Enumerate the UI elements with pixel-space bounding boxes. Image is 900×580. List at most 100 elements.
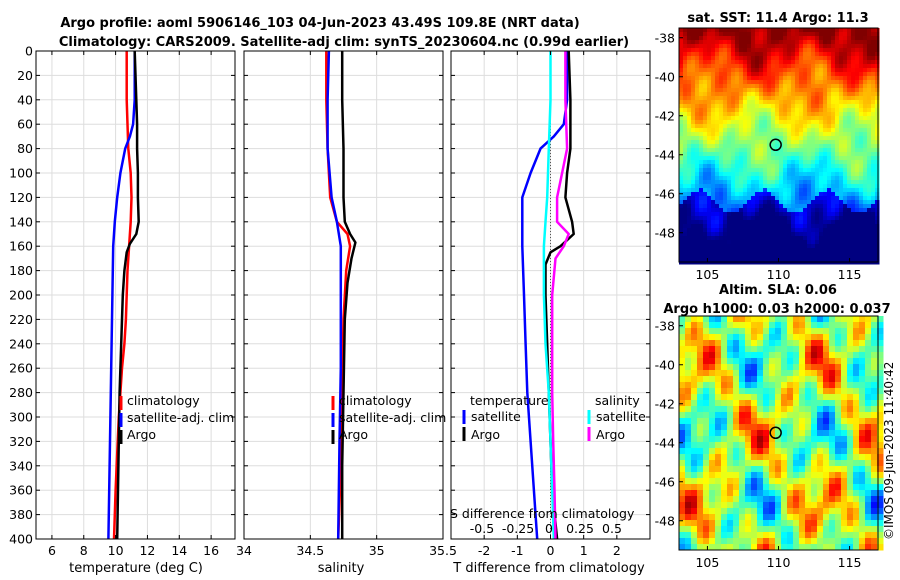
sst-map-cell (855, 176, 860, 181)
sst-map-cell (715, 32, 720, 37)
sla-map-cell (817, 526, 824, 533)
sst-map-cell (739, 248, 744, 253)
sst-map-ytick-label: -46 (655, 186, 675, 201)
sst-map-cell (787, 104, 792, 109)
sst-map-cell (819, 240, 824, 245)
sst-map-cell (711, 204, 716, 209)
sst-map-cell (847, 232, 852, 237)
sst-map-cell (767, 32, 772, 37)
sst-map-cell (711, 216, 716, 221)
sla-map-cell (691, 430, 698, 437)
sla-map-xtick-label: 105 (695, 555, 719, 570)
sst-map-cell (815, 96, 820, 101)
sst-map-cell (827, 144, 832, 149)
sst-map-cell (695, 52, 700, 57)
sst-map-cell (871, 244, 876, 249)
sst-map-cell (743, 76, 748, 81)
sla-map-cell (787, 532, 794, 539)
sla-map-cell (793, 514, 800, 521)
sst-map-cell (739, 140, 744, 145)
sla-map-cell (739, 322, 746, 329)
sst-map-cell (723, 224, 728, 229)
sst-map-cell (803, 232, 808, 237)
sla-map-cell (793, 400, 800, 407)
sst-map-cell (707, 44, 712, 49)
sst-map-cell (851, 60, 856, 65)
sla-map-cell (739, 484, 746, 491)
sst-map-cell (847, 40, 852, 45)
sst-map-cell (735, 112, 740, 117)
sst-map-cell (687, 236, 692, 241)
sla-map-cell (793, 352, 800, 359)
sst-map-cell (731, 164, 736, 169)
sst-map-cell (823, 28, 828, 33)
sla-map-cell (703, 328, 710, 335)
sst-map-cell (827, 72, 832, 77)
sla-map-cell (805, 412, 812, 419)
sla-map-cell (805, 400, 812, 407)
sla-map-cell (817, 496, 824, 503)
sst-map-cell (687, 148, 692, 153)
sla-map-cell (793, 460, 800, 467)
sst-map-cell (759, 32, 764, 37)
sst-map-cell (811, 128, 816, 133)
sla-map-cell (829, 448, 836, 455)
sst-map-cell (691, 188, 696, 193)
sst-map-cell (843, 184, 848, 189)
difference-series-s-argo (550, 51, 570, 540)
sst-map-cell (787, 76, 792, 81)
sla-map-cell (739, 430, 746, 437)
sst-map-cell (875, 80, 880, 85)
sst-map-cell (803, 228, 808, 233)
sla-map-cell (817, 334, 824, 341)
sst-map-cell (763, 228, 768, 233)
sla-map-cell (763, 520, 770, 527)
sst-map-cell (783, 240, 788, 245)
sst-map-cell (875, 248, 880, 253)
sst-map-cell (815, 64, 820, 69)
sst-map-cell (827, 32, 832, 37)
sst-map-cell (827, 160, 832, 165)
sla-map-cell (757, 328, 764, 335)
sst-map-cell (803, 32, 808, 37)
sst-map-cell (783, 152, 788, 157)
sst-map-cell (763, 36, 768, 41)
sst-map-cell (723, 36, 728, 41)
sst-map-cell (867, 124, 872, 129)
sst-map-cell (739, 52, 744, 57)
sla-map-cell (853, 478, 860, 485)
sst-map-cell (819, 64, 824, 69)
difference-series-t-satellite (521, 51, 569, 540)
sst-map-cell (691, 240, 696, 245)
sla-map-cell (763, 436, 770, 443)
sla-map-cell (727, 334, 734, 341)
sla-map-cell (691, 376, 698, 383)
sla-map-cell (769, 508, 776, 515)
sla-map-cell (679, 496, 686, 503)
sst-map-cell (691, 48, 696, 53)
sst-map-cell (723, 208, 728, 213)
sst-map-cell (831, 56, 836, 61)
sst-map-cell (803, 108, 808, 113)
sst-map-cell (863, 216, 868, 221)
sst-map-cell (779, 200, 784, 205)
sst-map-cell (759, 52, 764, 57)
sla-map-cell (817, 388, 824, 395)
sst-map-cell (839, 188, 844, 193)
sla-map-cell (745, 490, 752, 497)
sla-map-cell (709, 508, 716, 515)
sst-map-cell (807, 184, 812, 189)
sst-map-cell (855, 72, 860, 77)
sla-map-cell (769, 352, 776, 359)
sst-map-cell (751, 52, 756, 57)
depth-tick-label: 160 (9, 239, 33, 254)
sst-map-cell (867, 196, 872, 201)
sst-map-cell (783, 40, 788, 45)
sst-map-cell (739, 216, 744, 221)
sst-map-cell (835, 236, 840, 241)
sst-map-cell (703, 196, 708, 201)
sst-map-cell (807, 236, 812, 241)
sst-map-cell (823, 168, 828, 173)
sst-map-cell (747, 84, 752, 89)
sst-map-cell (747, 196, 752, 201)
